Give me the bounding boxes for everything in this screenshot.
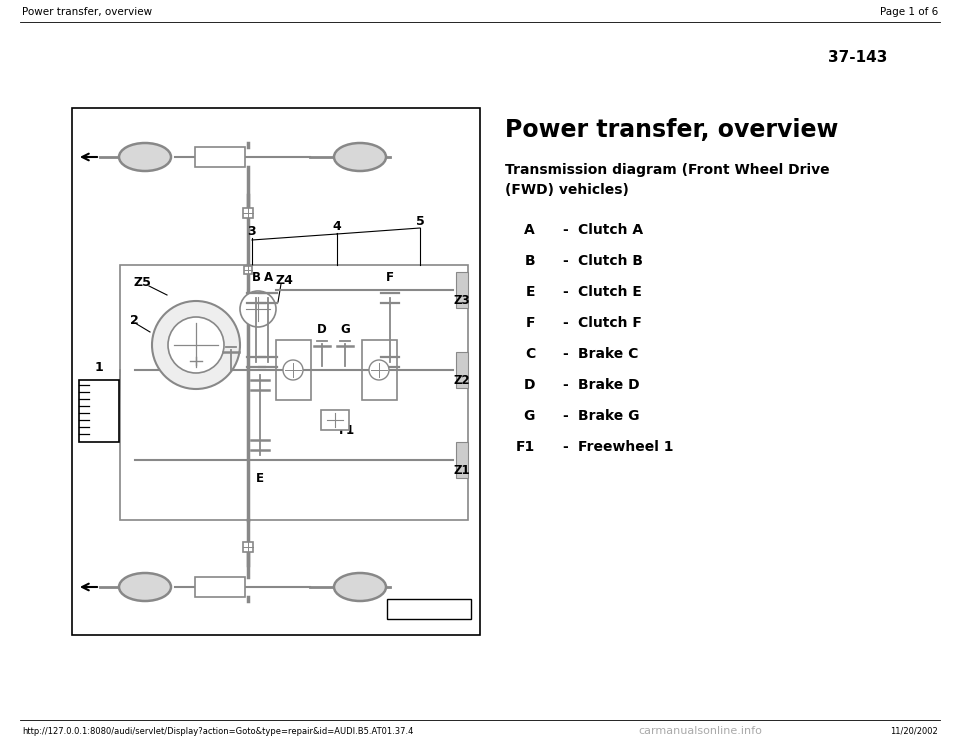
Text: Z5: Z5: [134, 277, 152, 289]
Text: -: -: [563, 440, 568, 454]
Text: Clutch A: Clutch A: [578, 223, 643, 237]
Text: N37-0503: N37-0503: [401, 604, 456, 614]
Text: Transmission diagram (Front Wheel Drive
(FWD) vehicles): Transmission diagram (Front Wheel Drive …: [505, 163, 829, 197]
Text: Power transfer, overview: Power transfer, overview: [505, 118, 838, 142]
Text: Power transfer, overview: Power transfer, overview: [22, 7, 152, 17]
Circle shape: [283, 360, 303, 380]
Circle shape: [168, 317, 224, 373]
Text: Z2: Z2: [454, 373, 470, 387]
Text: B: B: [252, 271, 260, 284]
Text: carmanualsonline.info: carmanualsonline.info: [638, 726, 762, 736]
Circle shape: [152, 301, 240, 389]
Text: Clutch E: Clutch E: [578, 285, 642, 299]
Text: Freewheel 1: Freewheel 1: [578, 440, 674, 454]
Text: C: C: [525, 347, 535, 361]
Bar: [120, 265, 468, 520]
Text: 3: 3: [248, 225, 256, 238]
Text: http://127.0.0.1:8080/audi/servlet/Display?action=Goto&type=repair&id=AUDI.B5.AT: http://127.0.0.1:8080/audi/servlet/Displ…: [22, 726, 414, 735]
Text: -: -: [563, 347, 568, 361]
Bar: [362, 340, 397, 400]
Ellipse shape: [119, 143, 171, 171]
Text: F1: F1: [516, 440, 535, 454]
Text: 1: 1: [95, 361, 104, 374]
Text: 5: 5: [416, 215, 424, 228]
Text: -: -: [563, 285, 568, 299]
Text: Page 1 of 6: Page 1 of 6: [879, 7, 938, 17]
FancyBboxPatch shape: [387, 599, 471, 619]
Text: 2: 2: [130, 314, 139, 326]
Text: F: F: [386, 271, 394, 284]
Text: -: -: [563, 254, 568, 268]
Text: -: -: [563, 223, 568, 237]
Ellipse shape: [119, 573, 171, 601]
Text: Brake C: Brake C: [578, 347, 638, 361]
Bar: [456, 272, 468, 308]
Bar: [195, 147, 245, 167]
Bar: [195, 577, 245, 597]
Ellipse shape: [334, 573, 386, 601]
Text: F: F: [525, 316, 535, 330]
Text: 11/20/2002: 11/20/2002: [890, 726, 938, 735]
Text: Z3: Z3: [454, 294, 470, 306]
Bar: [79, 380, 119, 442]
Text: A: A: [263, 271, 273, 284]
Text: G: G: [523, 409, 535, 423]
Text: D: D: [523, 378, 535, 392]
Bar: [321, 410, 349, 430]
Ellipse shape: [334, 143, 386, 171]
Text: -: -: [563, 316, 568, 330]
Text: Brake G: Brake G: [578, 409, 639, 423]
Text: 37-143: 37-143: [828, 50, 888, 65]
Bar: [456, 442, 468, 478]
Text: Clutch F: Clutch F: [578, 316, 642, 330]
Text: E: E: [525, 285, 535, 299]
Text: G: G: [340, 323, 349, 336]
Bar: [276, 340, 311, 400]
Bar: [72, 108, 480, 635]
Text: 4: 4: [332, 220, 342, 233]
Text: C: C: [227, 329, 235, 342]
Text: Clutch B: Clutch B: [578, 254, 643, 268]
Bar: [243, 208, 253, 218]
Text: D: D: [317, 323, 326, 336]
Text: B: B: [524, 254, 535, 268]
Bar: [456, 352, 468, 388]
Bar: [244, 266, 252, 274]
Circle shape: [240, 291, 276, 327]
Text: -: -: [563, 378, 568, 392]
Text: A: A: [524, 223, 535, 237]
Text: Z4: Z4: [275, 274, 293, 286]
Text: Z1: Z1: [454, 464, 470, 476]
Text: E: E: [256, 472, 264, 485]
Text: -: -: [563, 409, 568, 423]
Text: F1: F1: [339, 424, 355, 437]
Circle shape: [369, 360, 389, 380]
Text: Brake D: Brake D: [578, 378, 639, 392]
Bar: [243, 542, 253, 552]
